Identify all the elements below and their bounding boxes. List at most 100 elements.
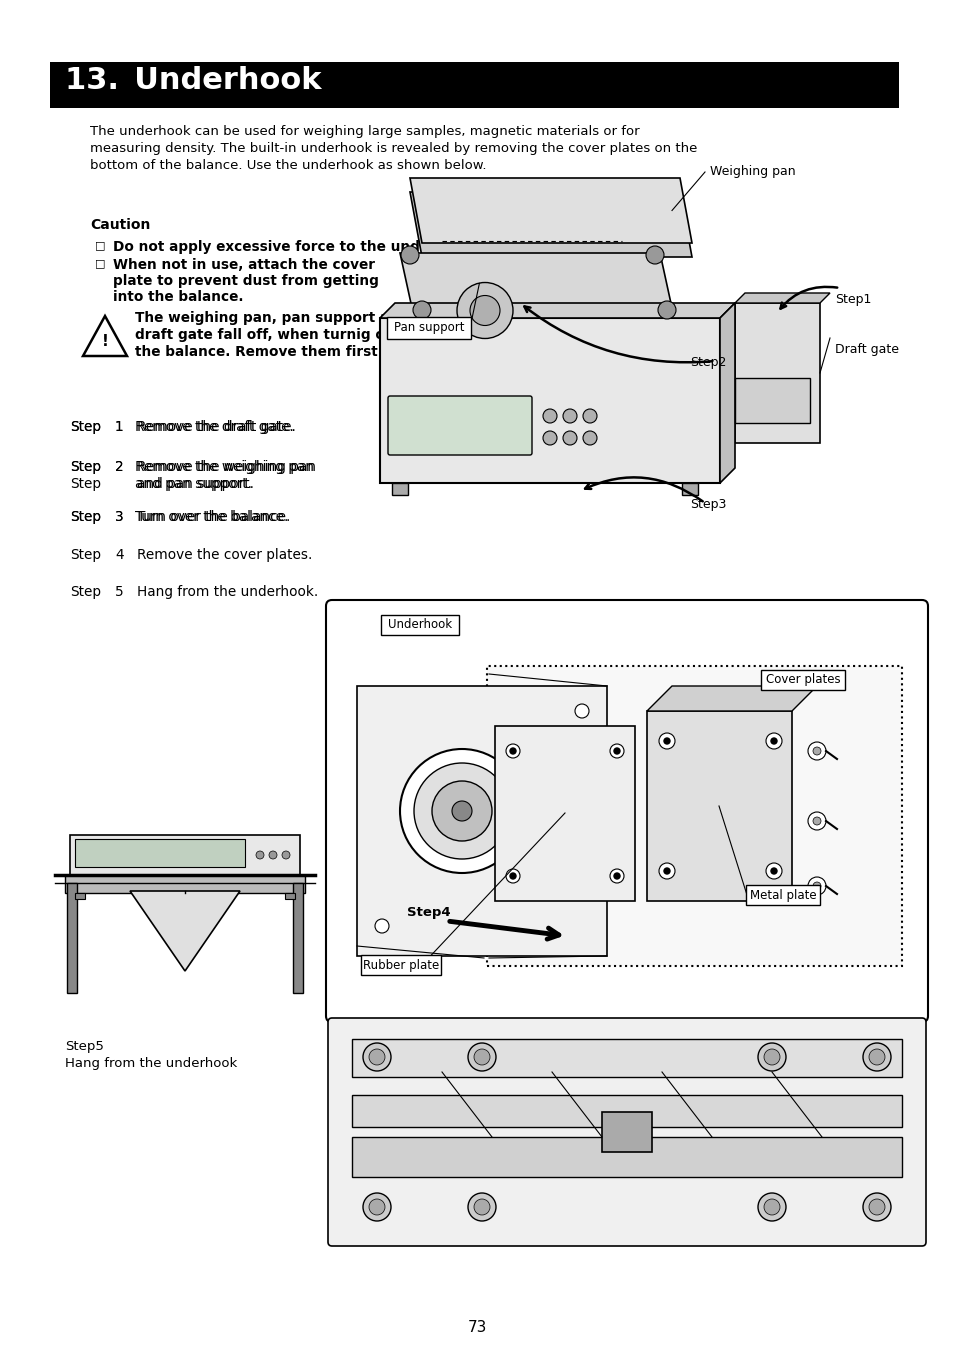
Circle shape — [363, 1193, 391, 1220]
Text: Step1: Step1 — [834, 293, 870, 306]
Circle shape — [470, 296, 499, 325]
Circle shape — [663, 738, 669, 744]
Text: Step: Step — [70, 548, 101, 562]
Text: and pan support.: and pan support. — [137, 477, 253, 491]
Bar — [681, 483, 698, 495]
Text: □: □ — [95, 258, 106, 269]
Text: When not in use, attach the cover: When not in use, attach the cover — [112, 258, 375, 271]
FancyBboxPatch shape — [486, 666, 901, 967]
Circle shape — [510, 748, 516, 755]
Polygon shape — [130, 891, 240, 971]
Polygon shape — [410, 192, 691, 256]
Text: 2: 2 — [115, 460, 124, 474]
Text: 1: 1 — [115, 420, 124, 433]
Text: 5: 5 — [115, 585, 124, 599]
Circle shape — [582, 409, 597, 423]
Text: Rubber plate: Rubber plate — [362, 958, 438, 972]
Text: Step: Step — [70, 460, 101, 474]
Text: Remove the weighing pan: Remove the weighing pan — [135, 460, 314, 474]
FancyBboxPatch shape — [328, 1018, 925, 1246]
Circle shape — [399, 749, 523, 873]
Polygon shape — [646, 686, 816, 711]
Text: draft gate fall off, when turnig over: draft gate fall off, when turnig over — [135, 328, 410, 342]
Circle shape — [609, 869, 623, 883]
Text: into the balance.: into the balance. — [112, 290, 243, 304]
Circle shape — [862, 1193, 890, 1220]
Polygon shape — [399, 252, 671, 308]
Circle shape — [542, 409, 557, 423]
Circle shape — [868, 1199, 884, 1215]
Circle shape — [763, 1049, 780, 1065]
Circle shape — [812, 817, 821, 825]
Text: Remove the cover plates.: Remove the cover plates. — [137, 548, 312, 562]
Circle shape — [474, 1049, 490, 1065]
Bar — [50, 62, 898, 108]
Circle shape — [659, 733, 675, 749]
Text: Caution: Caution — [90, 217, 151, 232]
Text: Step: Step — [70, 585, 101, 599]
Circle shape — [432, 782, 492, 841]
Text: Pan support: Pan support — [394, 321, 464, 335]
Text: Step2: Step2 — [689, 356, 725, 369]
Bar — [379, 319, 720, 483]
Text: Step: Step — [70, 420, 101, 433]
Circle shape — [645, 246, 663, 265]
Text: Step: Step — [70, 510, 101, 524]
Circle shape — [505, 744, 519, 757]
Circle shape — [765, 863, 781, 879]
Bar — [734, 302, 820, 443]
Bar — [392, 483, 408, 495]
Circle shape — [375, 919, 389, 933]
Text: Turn over the balance.: Turn over the balance. — [137, 510, 290, 524]
Text: Hang from the underhook.: Hang from the underhook. — [137, 585, 318, 599]
Bar — [601, 1112, 651, 1152]
Circle shape — [369, 1199, 385, 1215]
Bar — [75, 838, 245, 867]
Circle shape — [510, 873, 516, 879]
Circle shape — [468, 1044, 496, 1071]
Circle shape — [868, 1049, 884, 1065]
Bar — [352, 1137, 901, 1177]
Bar — [293, 883, 303, 994]
Circle shape — [562, 409, 577, 423]
Text: !: ! — [101, 333, 109, 348]
FancyBboxPatch shape — [745, 886, 820, 904]
Text: Underhook: Underhook — [388, 618, 452, 632]
Circle shape — [862, 1044, 890, 1071]
Circle shape — [770, 738, 776, 744]
Circle shape — [452, 801, 472, 821]
Text: 1: 1 — [115, 420, 124, 433]
Circle shape — [582, 431, 597, 446]
Circle shape — [658, 301, 676, 319]
Text: the balance. Remove them first.: the balance. Remove them first. — [135, 346, 382, 359]
Circle shape — [269, 850, 276, 859]
Bar — [75, 892, 85, 899]
Circle shape — [456, 282, 513, 339]
Text: Hang from the underhook: Hang from the underhook — [65, 1057, 237, 1071]
Text: and pan support.: and pan support. — [135, 477, 252, 491]
Text: Metal plate: Metal plate — [749, 888, 816, 902]
Circle shape — [468, 1193, 496, 1220]
Text: Remove the draft gate.: Remove the draft gate. — [137, 420, 295, 433]
Polygon shape — [410, 178, 691, 243]
Text: Remove the draft gate.: Remove the draft gate. — [135, 420, 294, 433]
Circle shape — [474, 1199, 490, 1215]
FancyBboxPatch shape — [326, 599, 927, 1022]
Text: Turn over the balance.: Turn over the balance. — [135, 510, 288, 524]
Text: The weighing pan, pan support and: The weighing pan, pan support and — [135, 310, 408, 325]
Text: Step: Step — [70, 510, 101, 524]
Circle shape — [505, 869, 519, 883]
Text: 4: 4 — [115, 548, 124, 562]
Bar — [67, 883, 77, 994]
Circle shape — [609, 744, 623, 757]
Bar — [65, 875, 305, 892]
Circle shape — [414, 763, 510, 859]
Text: Weighing pan: Weighing pan — [709, 166, 795, 178]
Text: □: □ — [95, 240, 106, 250]
Bar — [352, 1095, 901, 1127]
Circle shape — [369, 1049, 385, 1065]
Polygon shape — [646, 711, 791, 900]
Text: plate to prevent dust from getting: plate to prevent dust from getting — [112, 274, 378, 288]
Polygon shape — [720, 302, 734, 483]
Circle shape — [763, 1199, 780, 1215]
